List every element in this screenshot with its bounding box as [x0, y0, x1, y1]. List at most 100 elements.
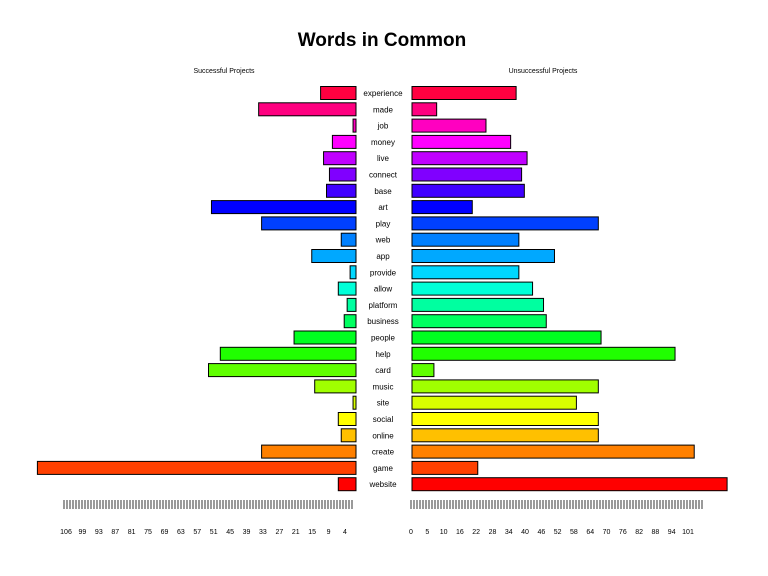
bar-successful-site: [352, 395, 357, 410]
bar-unsuccessful-card: [411, 363, 435, 378]
bar-unsuccessful-art: [411, 200, 473, 215]
right-axis-tick-label: 82: [635, 529, 643, 536]
bar-unsuccessful-social: [411, 412, 599, 426]
category-label: platform: [369, 301, 398, 310]
right-axis-tick-label: 10: [440, 529, 448, 536]
left-axis-tick-label: 45: [226, 529, 234, 536]
right-axis-tick-label: 46: [537, 529, 545, 536]
right-axis-tick-label: 88: [652, 529, 660, 536]
category-label: help: [375, 350, 391, 359]
chart-title: Words in Common: [298, 30, 467, 51]
bar-unsuccessful-game: [411, 460, 479, 475]
bar-successful-job: [352, 118, 357, 133]
category-label: card: [375, 366, 391, 375]
left-axis: 106 99 93 87 81 75 69 63 57 51 45 39 33 27 21 15 9 4: [60, 500, 353, 536]
category-labels: experience made job money live connect base art…: [363, 89, 403, 489]
bar-unsuccessful-website: [411, 477, 728, 492]
category-label: create: [372, 448, 395, 457]
category-label: live: [377, 154, 390, 163]
left-axis-tick-label: 4: [343, 529, 347, 536]
bar-successful-allow: [337, 281, 357, 296]
bar-successful-connect: [328, 167, 357, 182]
right-axis-tick-label: 58: [570, 529, 578, 536]
bar-unsuccessful-platform: [411, 297, 545, 312]
bar-unsuccessful-play: [411, 216, 599, 231]
right-axis-tick-label: 28: [489, 529, 497, 536]
right-axis: 0 5 10 16 22 28 34 40 46 52 58 64 70 76 82 88 94 101: [409, 500, 703, 536]
left-axis-tick-label: 99: [79, 529, 87, 536]
bar-successful-money: [331, 134, 357, 149]
category-label: money: [371, 138, 395, 147]
bar-unsuccessful-online: [411, 428, 599, 443]
bar-unsuccessful-help: [411, 346, 676, 361]
bar-unsuccessful-app: [411, 249, 555, 263]
right-axis-tick-label: 76: [619, 529, 627, 536]
category-label: people: [371, 334, 396, 343]
category-label: play: [376, 219, 391, 228]
left-axis-tick-label: 33: [259, 529, 267, 536]
bar-unsuccessful-live: [411, 151, 528, 166]
category-label: game: [373, 464, 394, 473]
bar-successful-base: [326, 183, 357, 198]
right-axis-tick-label: 64: [586, 529, 594, 536]
bar-successful-social: [337, 412, 357, 426]
left-axis-tick-label: 75: [144, 529, 152, 536]
right-axis-tick-label: 16: [456, 529, 464, 536]
bar-successful-music: [314, 379, 357, 394]
category-label: site: [377, 399, 390, 408]
left-axis-tick-label: 87: [111, 529, 119, 536]
left-axis-tick-label: 27: [275, 529, 283, 536]
bar-successful-help: [219, 346, 357, 361]
category-label: made: [373, 105, 394, 114]
left-axis-tick-label: 51: [210, 529, 218, 536]
bar-successful-website: [337, 477, 357, 492]
category-label: web: [375, 236, 391, 245]
bar-unsuccessful-create: [411, 444, 695, 459]
category-label: allow: [374, 285, 392, 294]
right-axis-tick-label: 5: [425, 529, 429, 536]
right-axis-tick-label: 0: [409, 529, 413, 536]
bar-unsuccessful-connect: [411, 167, 523, 182]
left-axis-tick-label: 21: [292, 529, 300, 536]
category-label: connect: [369, 171, 398, 180]
category-label: experience: [363, 89, 403, 98]
bar-unsuccessful-money: [411, 134, 512, 149]
bar-unsuccessful-base: [411, 183, 525, 198]
category-label: base: [374, 187, 392, 196]
category-label: website: [368, 480, 397, 489]
left-axis-tick-label: 106: [60, 529, 72, 536]
bar-unsuccessful-job: [411, 118, 487, 133]
left-axis-tick-label: 15: [308, 529, 316, 536]
bar-unsuccessful-provide: [411, 265, 520, 280]
bar-unsuccessful-experience: [411, 86, 517, 100]
right-axis-tick-label: 52: [554, 529, 562, 536]
successful-bars: [36, 86, 357, 492]
left-axis-tick-label: 69: [161, 529, 169, 536]
bar-successful-card: [208, 363, 357, 378]
bar-successful-made: [258, 102, 357, 117]
bar-unsuccessful-site: [411, 395, 577, 410]
bar-unsuccessful-people: [411, 330, 602, 345]
bar-successful-art: [210, 200, 357, 215]
left-axis-tick-label: 93: [95, 529, 103, 536]
bar-unsuccessful-business: [411, 314, 547, 329]
category-label: music: [373, 382, 394, 391]
category-label: app: [376, 252, 390, 261]
bar-unsuccessful-music: [411, 379, 599, 394]
bar-successful-business: [343, 314, 357, 329]
bar-successful-live: [323, 151, 357, 166]
left-axis-tick-label: 9: [327, 529, 331, 536]
category-label: job: [377, 122, 389, 131]
bar-successful-provide: [349, 265, 357, 280]
bar-successful-create: [261, 444, 357, 459]
bar-successful-online: [340, 428, 357, 443]
bar-successful-experience: [320, 86, 357, 100]
bar-successful-people: [293, 330, 357, 345]
category-label: online: [372, 431, 394, 440]
bar-unsuccessful-allow: [411, 281, 534, 296]
bar-successful-platform: [346, 297, 357, 312]
right-axis-tick-label: 70: [603, 529, 611, 536]
bar-successful-game: [36, 460, 357, 475]
bar-successful-play: [261, 216, 357, 231]
